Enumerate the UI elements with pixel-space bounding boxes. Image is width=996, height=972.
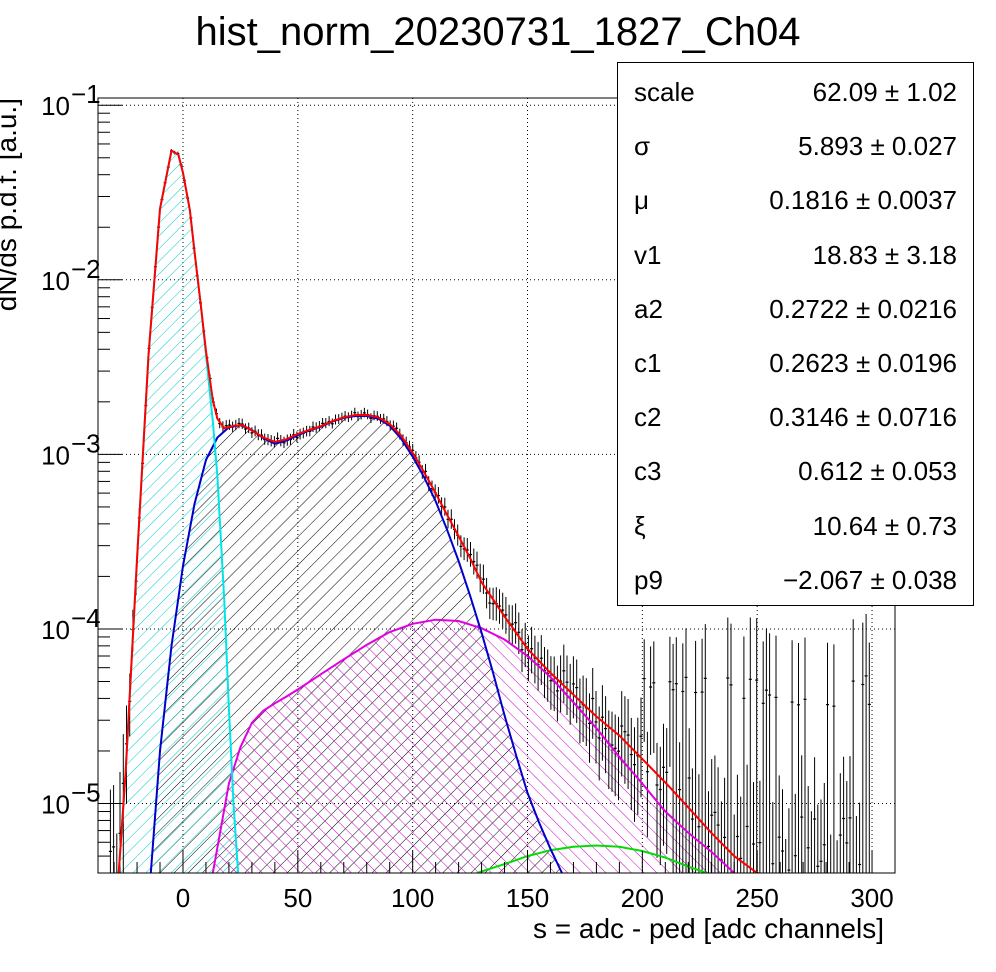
x-tick-label: 200	[621, 883, 664, 913]
y-tick-exponent: −2	[71, 254, 101, 284]
stat-name: c2	[634, 402, 662, 433]
stat-row: σ 5.893 ± 0.027	[618, 119, 975, 173]
stat-row: ξ 10.64 ± 0.73	[618, 499, 975, 553]
y-tick-label: 10	[41, 266, 70, 296]
stat-value: 0.3146 ± 0.0716	[769, 402, 957, 433]
y-tick-exponent: −5	[71, 778, 101, 808]
stat-row: c3 0.612 ± 0.053	[618, 444, 975, 498]
axis-ticks	[98, 104, 896, 874]
stat-name: v1	[634, 239, 662, 270]
y-axis-title: dN/ds p.d.f. [a.u.]	[0, 98, 22, 311]
fit-curves	[117, 149, 764, 873]
y-tick-label: 10	[41, 790, 70, 820]
stat-value: 62.09 ± 1.02	[812, 77, 957, 107]
stat-row: c2 0.3146 ± 0.0716	[618, 390, 975, 444]
pedestal-area	[118, 150, 239, 873]
x-tick-label: 0	[176, 883, 190, 913]
stat-value: −2.067 ± 0.038	[782, 564, 957, 595]
stat-value: 0.2722 ± 0.0216	[769, 293, 957, 324]
x-axis-title: s = adc - ped [adc channels]	[533, 913, 884, 944]
fit-stats-box: scale 62.09 ± 1.02 σ 5.893 ± 0.027 μ 0.1816 ±…	[617, 62, 974, 606]
y-tick-label: 10	[41, 440, 70, 470]
stat-name: scale	[634, 77, 695, 107]
y-tick-exponent: −1	[71, 79, 101, 109]
stat-row: v1 18.83 ± 3.18	[618, 228, 975, 282]
stat-row: c1 0.2623 ± 0.0196	[618, 336, 975, 390]
stat-name: a2	[634, 293, 663, 324]
y-tick-exponent: −3	[71, 428, 101, 458]
stat-name: μ	[634, 185, 649, 216]
x-tick-label: 100	[391, 883, 434, 913]
data-points	[108, 149, 871, 873]
pe2-fit-curve	[211, 618, 735, 873]
stat-value: 18.83 ± 3.18	[812, 239, 957, 270]
stat-name: c1	[634, 348, 662, 378]
x-tick-label: 250	[735, 883, 778, 913]
pe2-area	[212, 619, 735, 873]
stat-value: 0.2623 ± 0.0196	[769, 348, 957, 378]
stat-row: p9 −2.067 ± 0.038	[618, 553, 975, 607]
stat-value: 0.1816 ± 0.0037	[769, 185, 957, 216]
stat-row: scale 62.09 ± 1.02	[618, 65, 975, 119]
total-fit-curve	[117, 149, 764, 873]
x-tick-label: 300	[850, 883, 893, 913]
stat-value: 10.64 ± 0.73	[812, 510, 957, 541]
x-tick-label: 50	[283, 883, 312, 913]
stat-row: a2 0.2722 ± 0.0216	[618, 282, 975, 336]
fill-areas	[118, 150, 735, 873]
chart-title: hist_norm_20230731_1827_Ch04	[195, 10, 801, 54]
pe3-fit-curve	[476, 844, 708, 873]
stat-name: c3	[634, 456, 662, 487]
stat-name: ξ	[634, 510, 646, 541]
stat-value: 0.612 ± 0.053	[798, 456, 957, 487]
y-tick-exponent: −4	[71, 603, 101, 633]
stat-row: μ 0.1816 ± 0.0037	[618, 173, 975, 227]
y-tick-label: 10	[41, 91, 70, 121]
stat-value: 5.893 ± 0.027	[798, 131, 957, 162]
stat-name: σ	[634, 131, 651, 162]
x-tick-label: 150	[506, 883, 549, 913]
y-tick-label: 10	[41, 615, 70, 645]
stat-name: p9	[634, 564, 663, 595]
